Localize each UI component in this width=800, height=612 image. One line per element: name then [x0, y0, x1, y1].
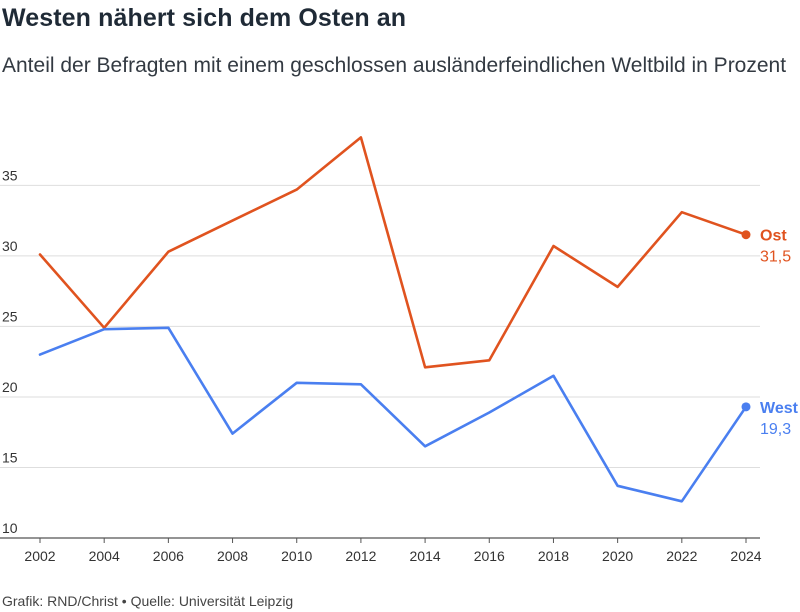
x-tick-label: 2016 — [474, 548, 505, 564]
x-tick-label: 2006 — [153, 548, 184, 564]
series-value-label-west: 19,3 — [760, 421, 791, 438]
y-tick-label: 30 — [2, 238, 18, 254]
x-tick-label: 2004 — [89, 548, 120, 564]
y-tick-label: 10 — [2, 520, 18, 536]
x-tick-label: 2012 — [345, 548, 376, 564]
chart-footer: Grafik: RND/Christ • Quelle: Universität… — [2, 593, 294, 609]
x-tick-label: 2014 — [410, 548, 441, 564]
label-layer: Ost 31,5 West 19,3 — [760, 228, 799, 438]
series-line-west — [38, 326, 748, 503]
y-tick-label: 15 — [2, 449, 18, 465]
y-tick-label: 25 — [2, 308, 18, 324]
x-tick-label: 2002 — [24, 548, 55, 564]
x-tick-label: 2018 — [538, 548, 569, 564]
x-tick-label: 2010 — [281, 548, 312, 564]
series-layer — [38, 136, 751, 503]
axis-layer: 10 15 20 25 30 35 2002 2004 2006 2008 2010 2012 2014… — [2, 167, 762, 564]
series-label-west: West — [760, 400, 799, 417]
series-endpoint-ost — [741, 230, 751, 240]
x-tick-label: 2022 — [666, 548, 697, 564]
x-tick-label: 2020 — [602, 548, 633, 564]
chart-title: Westen nähert sich dem Osten an — [2, 4, 407, 32]
grid-layer — [0, 184, 760, 539]
series-value-label-ost: 31,5 — [760, 249, 791, 266]
x-tick-label: 2024 — [730, 548, 761, 564]
chart-subtitle: Anteil der Befragten mit einem geschloss… — [2, 54, 787, 77]
y-tick-label: 35 — [2, 167, 18, 183]
series-line-ost — [38, 136, 748, 369]
series-endpoint-west — [741, 402, 751, 412]
series-label-ost: Ost — [760, 228, 787, 245]
x-tick-label: 2008 — [217, 548, 248, 564]
y-tick-label: 20 — [2, 379, 18, 395]
